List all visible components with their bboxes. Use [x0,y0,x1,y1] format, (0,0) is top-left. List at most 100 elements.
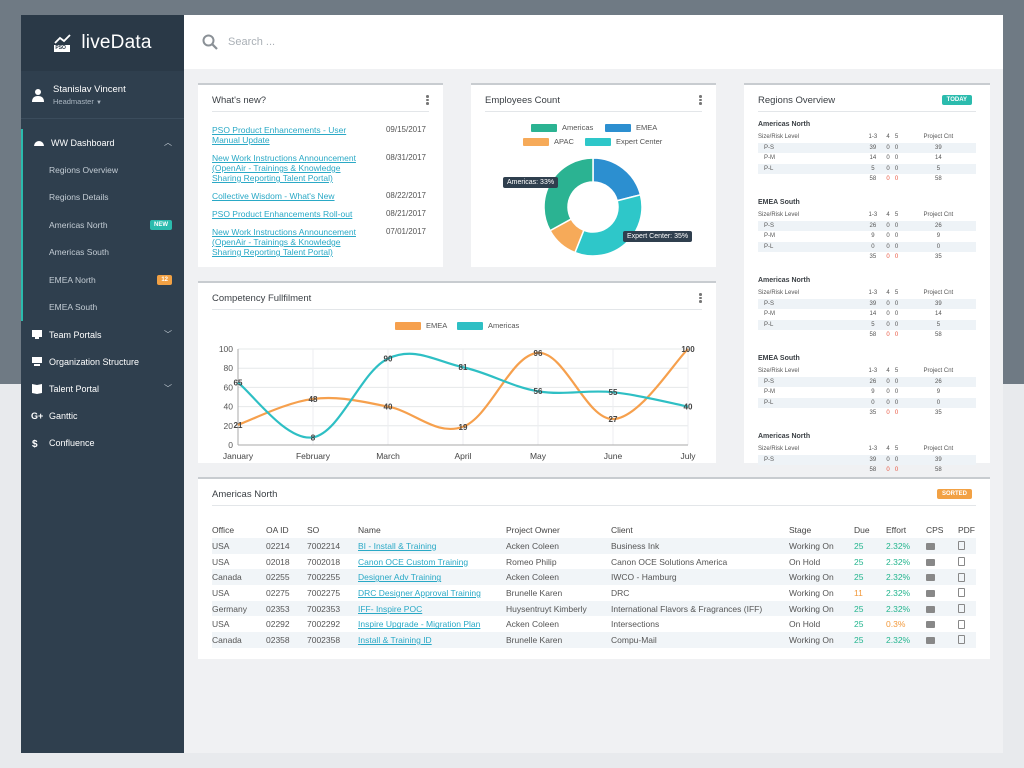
donut-slice-emea[interactable] [592,157,642,202]
region-table: Size/Risk Level 1-3 4 5 Project Cnt P-S 39 0 0 39… [758,132,976,185]
folder-icon[interactable] [926,589,935,597]
more-vertical-icon[interactable] [699,95,702,105]
folder-icon[interactable] [926,621,935,629]
project-link[interactable]: DRC Designer Approval Training [358,587,481,598]
column-header[interactable]: Due [854,524,870,535]
table-row[interactable]: Canada 02255 7002255 Designer Adv Training A… [212,569,976,586]
pdf-cell [958,632,976,648]
pdf-file-icon[interactable] [958,619,965,629]
column-header[interactable]: Name [358,524,381,535]
sidebar-subitem-emea-north[interactable]: EMEA North 12 [23,266,184,294]
data-label-americas: 55 [609,388,618,397]
sidebar-item-ganttic[interactable]: G+ Ganttic [21,402,184,429]
more-vertical-icon[interactable] [426,95,429,105]
sidebar-item-ww-dashboard[interactable]: WW Dashboard ︿ [23,129,184,156]
project-link[interactable]: IFF- Inspire POC [358,600,506,617]
pdf-file-icon[interactable] [958,541,965,551]
chevron-up-icon[interactable]: ︿ [164,138,172,147]
table-row[interactable]: USA 02018 7002018 Canon OCE Custom Training… [212,554,976,570]
user-profile[interactable]: Stanislav Vincent Headmaster ▼ [21,71,184,119]
column-header[interactable]: SO [307,524,320,535]
region-header-cell: Project Cnt [923,446,954,453]
column-header[interactable]: OA ID [266,524,289,535]
caret-down-icon[interactable]: ▼ [95,99,102,106]
donut-slice-expert-center[interactable] [573,193,643,257]
sidebar-subitem-americas-north[interactable]: Americas North NEW [23,211,184,239]
region-cell: 9 [871,389,875,396]
region-total-spacer [758,465,862,476]
brand[interactable]: PSO liveData [21,15,184,71]
news-link[interactable]: New Work Instructions Announcement (Open… [212,153,356,183]
project-link[interactable]: Install & Training ID [358,632,506,648]
column-header[interactable]: Project Owner [506,524,560,535]
sidebar-item-team-portals[interactable]: Team Portals ﹀ [21,321,184,348]
sidebar-subitem-emea-south[interactable]: EMEA South [23,294,184,322]
table-cell: Working On [789,632,854,648]
legend-emea[interactable]: EMEA [395,321,447,330]
chevron-down-icon[interactable]: ﹀ [164,384,172,393]
folder-icon[interactable] [926,558,935,566]
x-tick-label: February [296,451,331,461]
folder-icon[interactable] [926,574,935,582]
sidebar-subitem-americas-south[interactable]: Americas South [23,239,184,267]
table-row[interactable]: Germany 02353 7002353 IFF- Inspire POC Huyse… [212,600,976,617]
pdf-file-icon[interactable] [958,588,965,598]
news-link[interactable]: New Work Instructions Announcement (Open… [212,227,356,257]
region-cell: 0 [886,233,890,240]
sidebar-subitem-regions-details[interactable]: Regions Details [23,184,184,212]
more-vertical-icon[interactable] [699,293,702,303]
news-item: New Work Instructions Announcement (Open… [212,227,426,257]
pdf-file-icon[interactable] [958,572,965,582]
table-cell: 2.32% [886,600,926,617]
legend-label: Americas [562,123,594,132]
column-header[interactable]: Effort [886,524,907,535]
column-header[interactable]: PDF [958,524,975,535]
folder-icon[interactable] [926,605,935,613]
table-row[interactable]: USA 02275 7002275 DRC Designer Approval Tra… [212,585,976,601]
project-link[interactable]: BI - Install & Training [358,538,506,554]
search-icon[interactable] [202,34,218,50]
table-row[interactable]: USA 02292 7002292 Inspire Upgrade - Migrati… [212,616,976,632]
sidebar-subitem-regions-overview[interactable]: Regions Overview [23,156,184,184]
pdf-file-icon[interactable] [958,557,965,567]
column-header[interactable]: CPS [926,524,944,535]
folder-icon[interactable] [926,636,935,644]
legend-americas[interactable]: Americas [457,321,519,330]
legend-americas[interactable]: Americas [531,123,593,132]
table-cell: USA [212,619,230,630]
sidebar-item-label: EMEA South [49,302,98,313]
table-row[interactable]: Canada 02358 7002358 Install & Training ID B… [212,632,976,648]
donut-slice-americas[interactable] [543,157,594,232]
legend-expert-center[interactable]: Expert Center [585,137,662,146]
table-row[interactable]: USA 02214 7002214 BI - Install & Training Ac… [212,538,976,554]
project-link[interactable]: Canon OCE Custom Training [358,556,469,567]
news-link[interactable]: PSO Product Enhancements - User Manual U… [212,125,347,145]
project-link[interactable]: Inspire Upgrade - Migration Plan [358,619,481,630]
region-cell: 0 [894,311,899,318]
pdf-file-icon[interactable] [958,635,965,645]
region-total-row: 58 0 0 58 [758,174,976,185]
table-cell: IWCO - Hamburg [611,569,789,586]
search-input[interactable] [228,36,528,48]
news-link[interactable]: Collective Wisdom - What's New [212,191,335,201]
region-cell: 26 [861,376,884,387]
series-line-emea[interactable] [237,348,689,430]
sidebar-item-talent-portal[interactable]: Talent Portal ﹀ [21,375,184,402]
column-header[interactable]: Client [611,524,633,535]
region-cell: 0 [892,298,901,309]
legend-emea[interactable]: EMEA [605,123,657,132]
project-link[interactable]: Designer Adv Training [358,569,506,586]
column-header[interactable]: Stage [789,524,812,535]
sidebar-item-confluence[interactable]: $ Confluence [21,429,184,456]
pdf-file-icon[interactable] [958,604,965,614]
sidebar-item-organization-structure[interactable]: Organization Structure [21,348,184,375]
series-line-americas[interactable] [237,352,689,439]
column-header[interactable]: Office [212,524,235,535]
data-label-americas: 8 [311,433,316,442]
region-header-cell: Size/Risk Level [758,446,800,453]
region-total-cell: 58 [935,332,942,339]
folder-icon[interactable] [926,542,935,550]
legend-apac[interactable]: APAC [523,137,574,146]
news-link[interactable]: PSO Product Enhancements Roll-out [212,209,353,219]
chevron-down-icon[interactable]: ﹀ [164,330,172,339]
